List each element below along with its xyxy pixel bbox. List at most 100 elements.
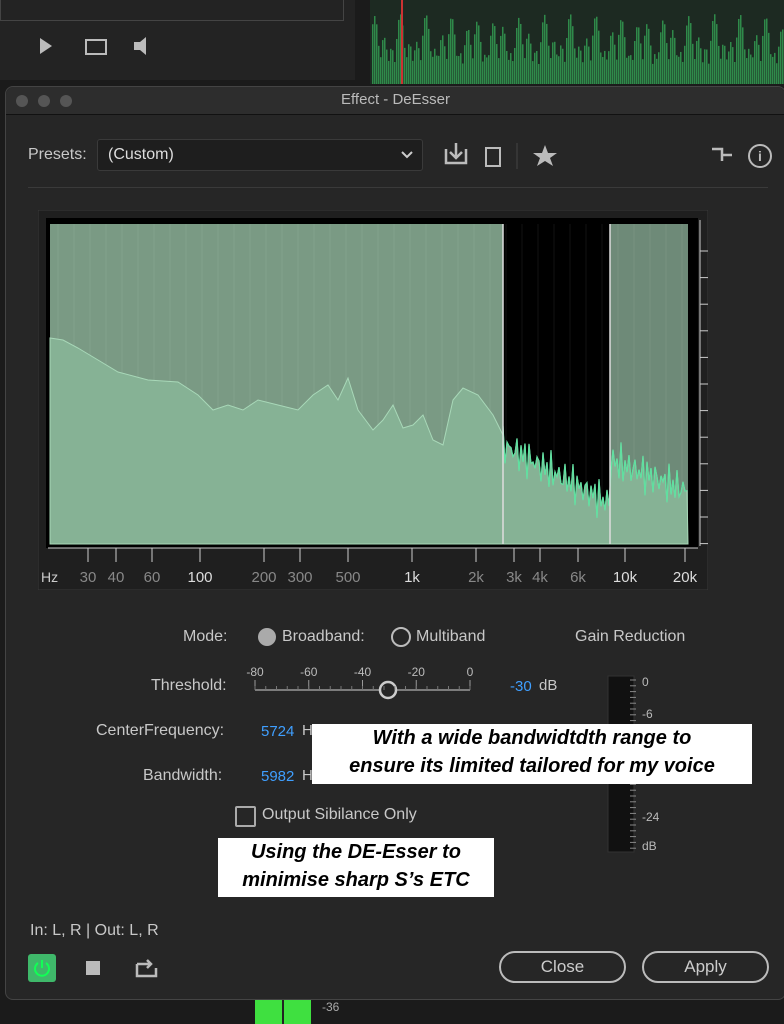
wave-bar	[524, 58, 526, 84]
wave-bar	[396, 38, 398, 84]
wave-bar	[410, 46, 412, 84]
minimize-dot[interactable]	[38, 95, 50, 107]
wave-bar	[510, 53, 512, 84]
wave-bar	[414, 50, 416, 84]
wave-bar	[476, 21, 478, 84]
bandwidth-value[interactable]: 5982	[261, 768, 295, 785]
wave-bar	[456, 55, 458, 84]
meter-scale-label: -24	[642, 810, 660, 824]
wave-bar	[586, 38, 588, 84]
meter-label: -36	[322, 1000, 340, 1014]
center-frequency-value[interactable]: 5724	[261, 723, 295, 740]
presets-dropdown[interactable]: (Custom)	[97, 139, 423, 171]
zoom-dot[interactable]	[60, 95, 72, 107]
info-glyph: i	[758, 148, 762, 164]
wave-bar	[474, 34, 476, 84]
wave-bar	[590, 60, 592, 84]
wave-bar	[732, 47, 734, 84]
wave-bar	[518, 17, 520, 84]
wave-bar	[740, 15, 742, 84]
loop-icon[interactable]	[85, 39, 107, 55]
wave-bar	[708, 63, 710, 84]
x-tick-label: 10k	[613, 569, 638, 586]
broadband-radio[interactable]	[258, 628, 276, 646]
meter-scale-label: dB	[642, 839, 657, 853]
wave-bar	[488, 55, 490, 84]
wave-bar	[676, 55, 678, 84]
wave-bar	[452, 19, 454, 84]
wave-bar	[378, 45, 380, 84]
wave-bar	[602, 57, 604, 84]
wave-bar	[562, 48, 564, 84]
toolbar-icons: i	[444, 143, 772, 169]
wave-bar	[710, 40, 712, 84]
transport-panel	[0, 0, 355, 80]
wave-bar	[442, 35, 444, 84]
wave-bar	[726, 59, 728, 84]
info-icon[interactable]	[748, 144, 772, 168]
wave-bar	[492, 23, 494, 84]
loop-button[interactable]	[134, 956, 160, 980]
threshold-slider[interactable]: -80 -60 -40 -20 0	[240, 662, 490, 704]
window-title: Effect - DeEsser	[341, 91, 450, 108]
x-tick-label: 500	[335, 569, 360, 586]
wave-bar	[610, 35, 612, 84]
threshold-value[interactable]: -30	[510, 678, 532, 695]
wave-bar	[694, 59, 696, 84]
save-preset-icon[interactable]	[444, 143, 468, 165]
x-tick-label: 20k	[673, 569, 698, 586]
wave-bar	[752, 57, 754, 84]
wave-bar	[614, 44, 616, 84]
mode-label: Mode:	[183, 628, 228, 645]
wave-bar	[632, 59, 634, 84]
power-button[interactable]	[28, 954, 56, 982]
wave-bar	[400, 14, 402, 84]
favorite-icon[interactable]	[533, 145, 557, 166]
apply-button[interactable]: Apply	[642, 951, 769, 983]
divider	[28, 187, 768, 188]
io-label: In: L, R | Out: L, R	[30, 922, 159, 939]
annotation: With a wide bandwidtdth range to ensure …	[312, 724, 752, 784]
x-tick-label: 3k	[506, 569, 522, 586]
wave-bar	[686, 25, 688, 84]
annotation-line: With a wide bandwidtdth range to	[372, 727, 692, 749]
wave-bar	[544, 14, 546, 84]
sibilance-checkbox[interactable]	[235, 806, 256, 827]
wave-bar	[766, 18, 768, 84]
broadband-option: Broadband:	[282, 628, 365, 645]
wave-bar	[576, 57, 578, 84]
wave-bar	[628, 55, 630, 84]
wave-bar	[598, 30, 600, 84]
wave-bar	[390, 48, 392, 84]
wave-bar	[462, 63, 464, 84]
wave-bar	[382, 40, 384, 84]
wave-bar	[470, 44, 472, 84]
wave-bar	[592, 35, 594, 84]
wave-bar	[430, 51, 432, 84]
close-dot[interactable]	[16, 95, 28, 107]
routing-icon[interactable]	[712, 147, 732, 161]
multiband-radio[interactable]	[391, 627, 411, 647]
wave-bar	[622, 21, 624, 84]
wave-bar	[608, 51, 610, 84]
speaker-icon[interactable]	[134, 37, 146, 55]
play-icon	[40, 38, 52, 54]
stop-button[interactable]	[86, 961, 100, 975]
wave-bar	[482, 61, 484, 84]
wave-bar	[684, 45, 686, 84]
wave-bar	[392, 50, 394, 84]
wave-bar	[584, 45, 586, 84]
wave-bar	[458, 56, 460, 84]
wave-bar	[564, 61, 566, 84]
threshold-scale-label: -40	[354, 665, 372, 679]
wave-bar	[416, 41, 418, 84]
wave-bar	[640, 43, 642, 84]
close-button[interactable]: Close	[499, 951, 626, 983]
wave-bar	[606, 59, 608, 84]
delete-preset-icon[interactable]	[485, 147, 501, 167]
wave-bar	[782, 29, 784, 84]
wave-bar	[408, 44, 410, 84]
slider-knob[interactable]	[378, 680, 398, 700]
waveform	[370, 0, 784, 84]
